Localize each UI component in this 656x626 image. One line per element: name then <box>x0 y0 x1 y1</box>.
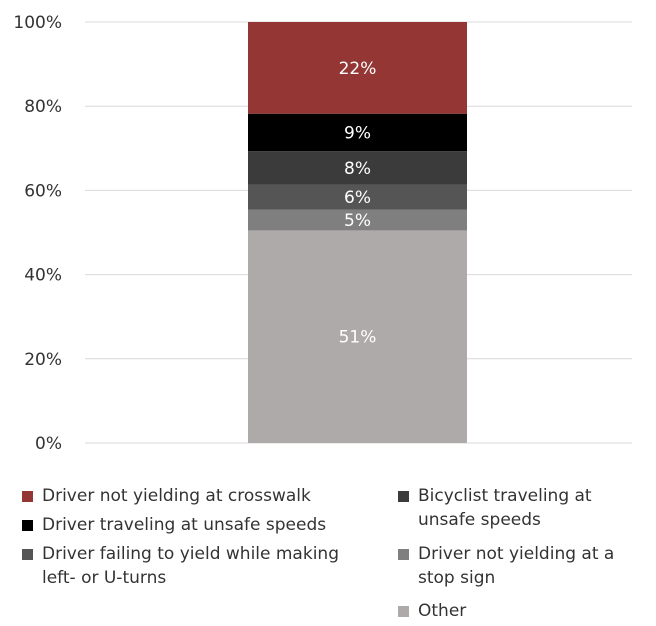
legend-item-driver-unsafe-speeds: Driver traveling at unsafe speeds <box>22 513 372 537</box>
legend-item-bicyclist-unsafe-speeds: Bicyclist traveling at unsafe speeds <box>398 484 638 532</box>
legend-label: Other <box>418 601 467 621</box>
legend-item-left-u-turns: Driver failing to yield while making lef… <box>22 542 377 590</box>
legend-swatch <box>398 549 409 560</box>
legend-label: Driver traveling at unsafe speeds <box>42 515 327 535</box>
data-labels: 51% 5% 6% 8% 9% 22% <box>339 59 377 348</box>
legend-label: Driver not yielding at crosswalk <box>42 486 311 506</box>
bar-segment <box>248 113 467 152</box>
data-label: 8% <box>344 159 371 179</box>
data-label: 5% <box>344 211 371 231</box>
bar-segment <box>248 209 467 231</box>
y-tick-label: 20% <box>24 350 62 370</box>
y-axis-tick-labels: 0% 20% 40% 60% 80% 100% <box>13 13 62 454</box>
legend-label: Driver not yielding at a stop sign <box>418 544 615 588</box>
legend-label: Driver failing to yield while making lef… <box>42 544 339 588</box>
bar-segment <box>248 151 467 185</box>
legend-item-other: Other <box>398 599 638 623</box>
legend-label: Bicyclist traveling at unsafe speeds <box>418 486 592 530</box>
data-label: 9% <box>344 123 371 143</box>
data-label: 22% <box>339 59 377 79</box>
legend-item-stop-sign: Driver not yielding at a stop sign <box>398 542 638 590</box>
bar-segment <box>248 22 467 114</box>
data-label: 6% <box>344 188 371 208</box>
bar-segments <box>248 22 467 443</box>
y-tick-label: 80% <box>24 97 62 117</box>
y-tick-label: 40% <box>24 266 62 286</box>
legend-swatch <box>22 549 33 560</box>
legend-swatch <box>398 606 409 617</box>
legend-swatch <box>22 491 33 502</box>
bar-segment <box>248 184 467 210</box>
y-tick-label: 60% <box>24 181 62 201</box>
data-label: 51% <box>339 328 377 348</box>
y-tick-label: 0% <box>35 434 62 454</box>
y-tick-label: 100% <box>13 13 62 33</box>
legend-item-crosswalk: Driver not yielding at crosswalk <box>22 484 372 508</box>
bar-segment <box>248 230 467 443</box>
legend-swatch <box>398 491 409 502</box>
stacked-bar-chart: 0% 20% 40% 60% 80% 100% 51% 5% 6% 8% 9% 22% <box>13 13 632 454</box>
legend-swatch <box>22 520 33 531</box>
